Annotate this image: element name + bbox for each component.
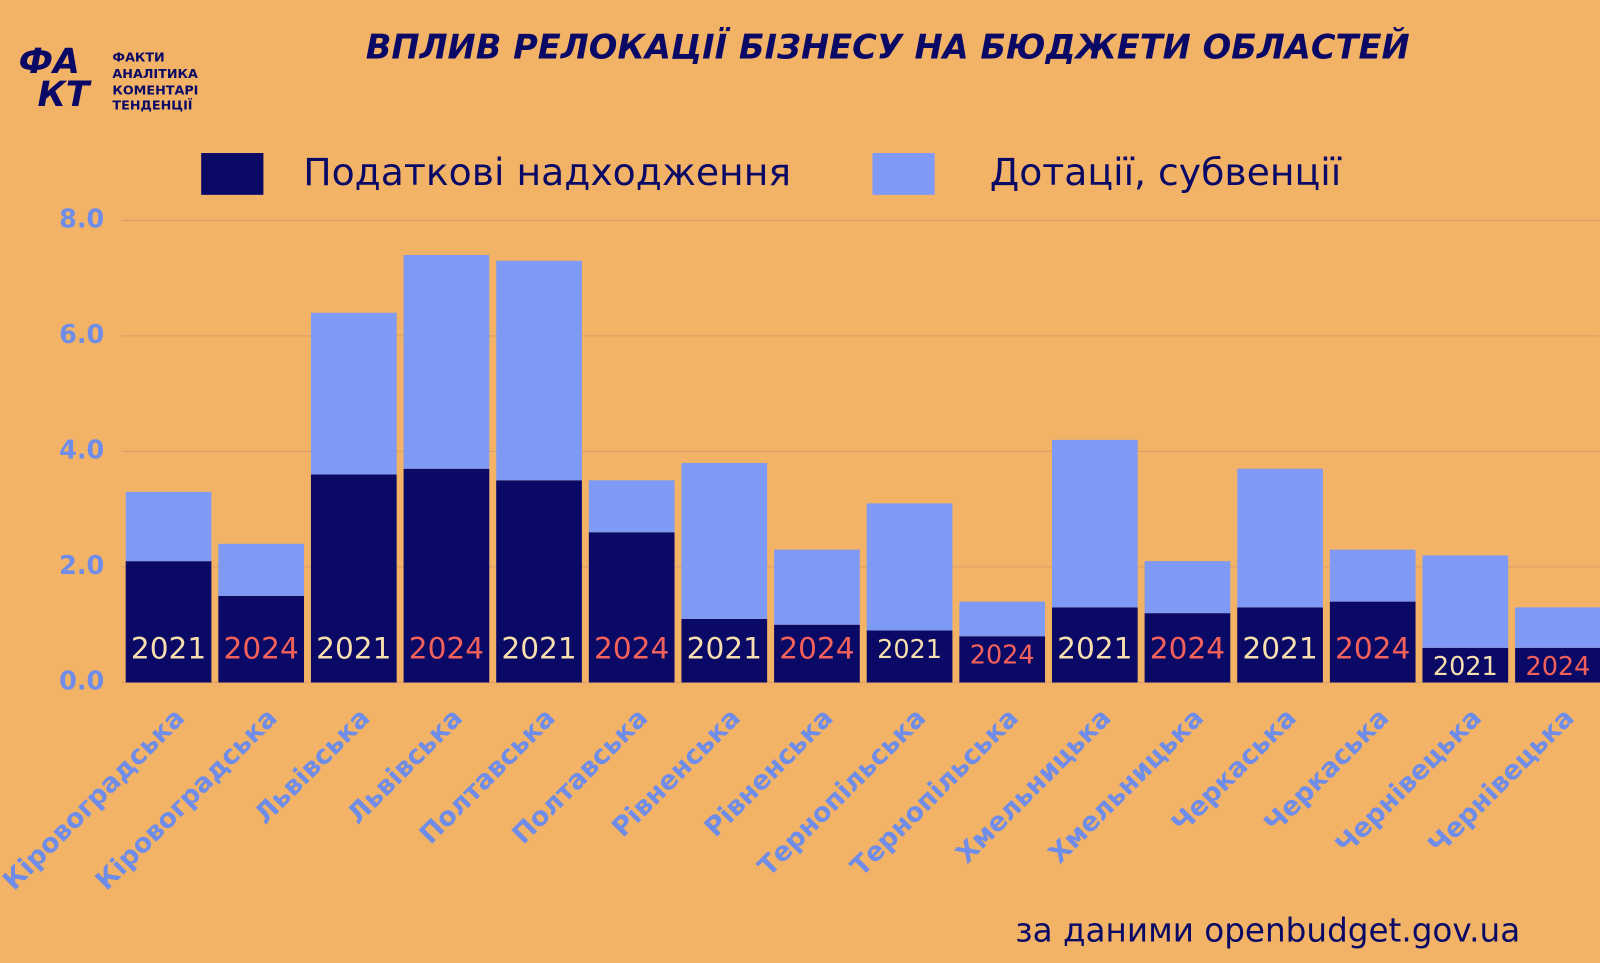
logo-text: АНАЛІТИКА (112, 67, 198, 82)
logo-text: ТЕНДЕНЦІЇ (112, 98, 192, 114)
bar-label: 2024 (970, 641, 1035, 671)
bar-label: 2021 (501, 631, 576, 665)
bar-segment (125, 561, 212, 683)
bar-label: 2021 (1057, 631, 1132, 665)
bar-segment (1515, 607, 1600, 648)
bar-segment (774, 624, 860, 683)
logo-text: ФАКТИ (112, 51, 164, 66)
bar-segment (403, 468, 490, 683)
bar-segment (1237, 607, 1323, 683)
bar-segment (125, 491, 212, 562)
bar-segment (1051, 439, 1138, 608)
bar-segment (218, 543, 305, 596)
y-tick-label: 2.0 (59, 551, 104, 581)
bar-label: 2021 (131, 631, 206, 665)
bar-segment (774, 549, 860, 625)
bar-segment (310, 474, 397, 683)
bar-segment (1144, 613, 1231, 683)
bar-segment (310, 312, 397, 475)
bar-segment (681, 618, 768, 683)
bar-label: 2024 (1150, 631, 1225, 665)
bar-segment (681, 462, 768, 619)
bar-segment (588, 480, 675, 533)
y-tick-label: 0.0 (59, 666, 104, 696)
bar-segment (959, 636, 1046, 683)
bar-segment (1144, 561, 1231, 614)
legend-label: Дотації, субвенції (990, 150, 1342, 194)
bar-segment (1329, 601, 1416, 683)
bar-label: 2024 (594, 631, 669, 665)
bar-segment (496, 260, 582, 481)
bar-label: 2024 (224, 631, 299, 665)
logo-mark: КТ (37, 75, 91, 115)
bar-segment (218, 595, 305, 683)
y-tick-label: 6.0 (59, 320, 104, 350)
logo-mark: ФА (19, 42, 80, 82)
bar-segment (866, 630, 953, 683)
legend-label: Податкові надходження (303, 150, 791, 194)
legend-swatch (872, 153, 935, 195)
bar-segment (959, 601, 1046, 637)
bar-segment (1422, 555, 1509, 648)
bar-segment (588, 532, 675, 683)
bar-label: 2024 (1335, 631, 1410, 665)
bar-label: 2021 (1433, 652, 1498, 682)
bar-label: 2024 (1526, 652, 1591, 682)
chart-title: ВПЛИВ РЕЛОКАЦІЇ БІЗНЕСУ НА БЮДЖЕТИ ОБЛАС… (366, 26, 1410, 66)
bar-segment (1237, 468, 1323, 608)
bar-label: 2021 (877, 635, 942, 665)
bar-label: 2024 (779, 631, 854, 665)
bar-label: 2021 (316, 631, 391, 665)
logo-text: КОМЕНТАРІ (112, 83, 198, 98)
y-tick-label: 8.0 (59, 204, 104, 234)
bar-segment (1422, 647, 1509, 683)
legend-swatch (201, 153, 264, 195)
bar-label: 2021 (687, 631, 762, 665)
bar-segment (403, 255, 490, 469)
bar-segment (866, 503, 953, 631)
bar-segment (1051, 607, 1138, 683)
y-tick-label: 4.0 (59, 435, 104, 465)
bar-segment (1515, 647, 1600, 683)
bar-segment (1329, 549, 1416, 602)
bar-label: 2021 (1242, 631, 1317, 665)
bar-segment (496, 480, 582, 683)
bar-label: 2024 (409, 631, 484, 665)
source: за даними openbudget.gov.ua (1015, 911, 1520, 949)
